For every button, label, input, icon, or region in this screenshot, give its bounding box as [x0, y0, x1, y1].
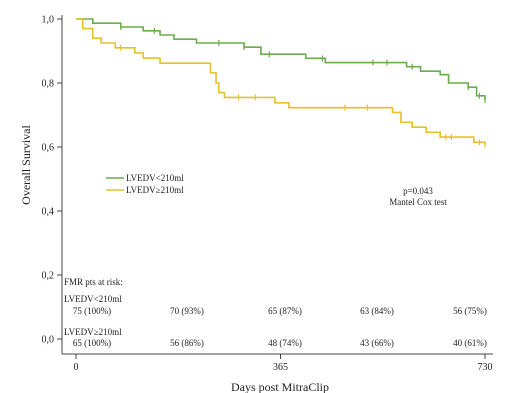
risk-table: FMR pts at risk: LVEDV<210ml 75 (100%) 7…: [64, 277, 487, 348]
y-ticks: 0,0 0,2 0,4 0,6 0,8 1,0: [42, 15, 62, 346]
y-axis-title: Overall Survival: [19, 125, 33, 205]
y-tick-label-3: 0,6: [42, 143, 55, 154]
legend-label-series-1: LVEDV≥210ml: [126, 185, 184, 195]
x-tick-label-0: 0: [74, 362, 79, 373]
legend-label-series-0: LVEDV<210ml: [126, 173, 184, 183]
risk-cell-1-1: 56 (86%): [170, 338, 204, 348]
y-tick-label-1: 0,2: [42, 271, 55, 282]
series-line-0: [76, 18, 486, 100]
p-value: p=0.043: [403, 186, 433, 196]
risk-cell-1-3: 43 (66%): [360, 338, 394, 348]
x-ticks: 0 365 730: [74, 354, 493, 373]
x-axis-title: Days post MitraClip: [231, 380, 329, 393]
risk-cell-1-4: 40 (61%): [453, 338, 487, 348]
stat-annotation: p=0.043 Mantel Cox test: [389, 186, 447, 207]
risk-cell-0-2: 65 (87%): [268, 306, 302, 316]
x-tick-label-1: 365: [273, 362, 288, 373]
risk-row-label-1: LVEDV≥210ml: [64, 327, 122, 337]
x-tick-label-2: 730: [478, 362, 493, 373]
test-name: Mantel Cox test: [389, 197, 447, 207]
y-tick-label-4: 0,8: [42, 79, 55, 90]
series-line-1: [76, 18, 486, 145]
y-tick-label-5: 1,0: [42, 15, 55, 26]
risk-row-label-0: LVEDV<210ml: [64, 294, 122, 304]
risk-cell-0-1: 70 (93%): [170, 306, 204, 316]
y-tick-label-2: 0,4: [42, 207, 55, 218]
axes: [61, 15, 493, 355]
risk-cell-0-4: 56 (75%): [453, 306, 487, 316]
risk-cell-0-3: 63 (84%): [360, 306, 394, 316]
risk-table-title: FMR pts at risk:: [64, 277, 123, 287]
series-layer: [76, 18, 486, 148]
legend: LVEDV<210ml LVEDV≥210ml: [106, 173, 184, 195]
risk-cell-1-0: 65 (100%): [73, 338, 111, 348]
risk-cell-1-2: 48 (74%): [268, 338, 302, 348]
y-tick-label-0: 0,0: [42, 335, 55, 346]
risk-cell-0-0: 75 (100%): [73, 306, 111, 316]
